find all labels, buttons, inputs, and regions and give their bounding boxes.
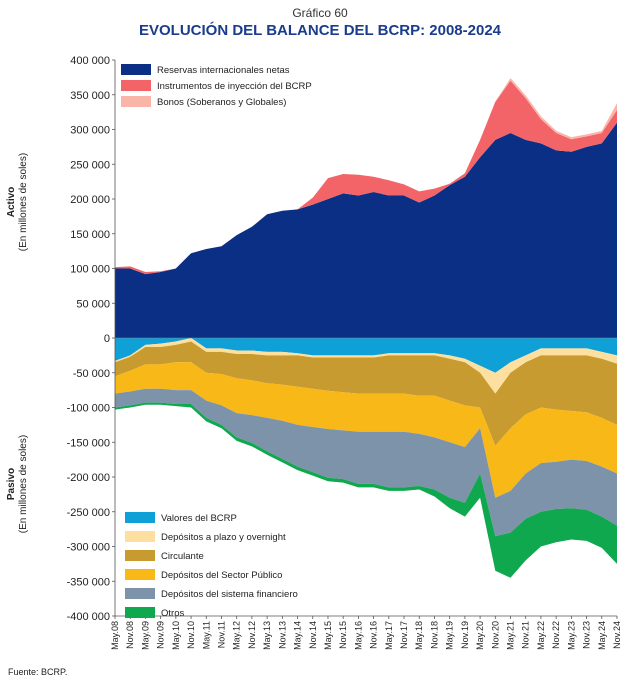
x-tick-label: Nov.24 (612, 621, 622, 649)
series-area-depositos-a-plazo-y-overnight (115, 338, 617, 394)
y-tick-label: -300 000 (67, 542, 110, 554)
legend-swatch-depositos-a-plazo-y-overnight (125, 531, 155, 542)
x-tick-label: May.19 (445, 621, 455, 650)
x-tick-label: May.15 (323, 621, 333, 650)
legend-label-depositos-del-sistema-financiero: Depósitos del sistema financiero (161, 589, 298, 600)
legend-label-otros: Otros (161, 608, 184, 619)
series-area-reservas-internacionales-netas (115, 122, 617, 338)
y-tick-label: 200 000 (70, 194, 110, 206)
x-tick-label: May.21 (506, 621, 516, 650)
legend-swatch-instrumentos-de-inyeccion-del-bcrp (121, 80, 151, 91)
x-tick-label: Nov.19 (460, 621, 470, 649)
x-tick-label: Nov.23 (582, 621, 592, 649)
y-tick-label: 300 000 (70, 125, 110, 137)
x-tick-label: May.24 (597, 621, 607, 650)
legend-swatch-otros (125, 607, 155, 618)
x-tick-label: Nov.22 (551, 621, 561, 649)
legend-label-bonos-soberanos-y-globales: Bonos (Soberanos y Globales) (157, 97, 286, 108)
x-tick-label: May.08 (110, 621, 120, 650)
x-tick-label: May.16 (353, 621, 363, 650)
x-tick-label: May.23 (566, 621, 576, 650)
legend-swatch-circulante (125, 550, 155, 561)
source-note: Fuente: BCRP. (8, 667, 68, 677)
y-tick-label: -400 000 (67, 611, 110, 623)
legend-swatch-reservas-internacionales-netas (121, 64, 151, 75)
x-tick-label: Nov.08 (125, 621, 135, 649)
y-tick-label: -250 000 (67, 507, 110, 519)
y-tick-label: 50 000 (76, 298, 110, 310)
y-tick-label: -100 000 (67, 403, 110, 415)
x-tick-label: Nov.11 (216, 621, 226, 648)
series-area-otros (115, 402, 617, 578)
y-tick-label: -50 000 (73, 368, 110, 380)
legend-label-instrumentos-de-inyeccion-del-bcrp: Instrumentos de inyección del BCRP (157, 81, 312, 92)
y-tick-label: -150 000 (67, 437, 110, 449)
series-area-instrumentos-de-inyeccion-del-bcrp (115, 80, 617, 275)
x-tick-label: Nov.17 (399, 621, 409, 649)
x-tick-label: Nov.09 (156, 621, 166, 649)
legend-swatch-depositos-del-sector-publico (125, 569, 155, 580)
x-tick-label: May.12 (232, 621, 242, 650)
legend-label-depositos-del-sector-publico: Depósitos del Sector Público (161, 570, 282, 581)
x-tick-label: May.22 (536, 621, 546, 650)
y-tick-label: -200 000 (67, 472, 110, 484)
y-tick-label: 0 (104, 333, 110, 345)
x-tick-label: Nov.10 (186, 621, 196, 649)
x-tick-label: Nov.18 (429, 621, 439, 649)
y-tick-label: 400 000 (70, 55, 110, 67)
x-tick-label: May.18 (414, 621, 424, 650)
x-tick-label: May.20 (475, 621, 485, 650)
legend-swatch-valores-del-bcrp (125, 512, 155, 523)
x-tick-label: Nov.15 (338, 621, 348, 649)
x-tick-label: Nov.20 (490, 621, 500, 649)
x-tick-label: May.13 (262, 621, 272, 650)
x-tick-label: Nov.12 (247, 621, 257, 649)
y-tick-label: -350 000 (67, 576, 110, 588)
legend-swatch-bonos-soberanos-y-globales (121, 96, 151, 107)
series-area-depositos-del-sector-publico (115, 362, 617, 498)
legend-label-reservas-internacionales-netas: Reservas internacionales netas (157, 65, 290, 76)
x-tick-label: May.14 (293, 621, 303, 650)
legend-label-circulante: Circulante (161, 551, 204, 562)
x-tick-label: May.17 (384, 621, 394, 650)
x-tick-label: Nov.13 (277, 621, 287, 649)
x-tick-label: Nov.16 (369, 621, 379, 649)
legend-swatch-depositos-del-sistema-financiero (125, 588, 155, 599)
y-tick-label: 350 000 (70, 90, 110, 102)
chart-number: Gráfico 60 (292, 6, 348, 20)
chart-title: EVOLUCIÓN DEL BALANCE DEL BCRP: 2008-202… (138, 22, 502, 39)
x-tick-label: Nov.21 (521, 621, 531, 649)
y-tick-label: 100 000 (70, 264, 110, 276)
x-tick-label: May.10 (171, 621, 181, 650)
y-tick-label: 250 000 (70, 159, 110, 171)
x-tick-label: Nov.14 (308, 621, 318, 649)
legend-label-depositos-a-plazo-y-overnight: Depósitos a plazo y overnight (161, 532, 286, 543)
y-tick-label: 150 000 (70, 229, 110, 241)
legend-label-valores-del-bcrp: Valores del BCRP (161, 513, 237, 524)
series-area-depositos-del-sistema-financiero (115, 388, 617, 537)
x-tick-label: May.11 (201, 621, 211, 649)
x-tick-label: May.09 (140, 621, 150, 650)
